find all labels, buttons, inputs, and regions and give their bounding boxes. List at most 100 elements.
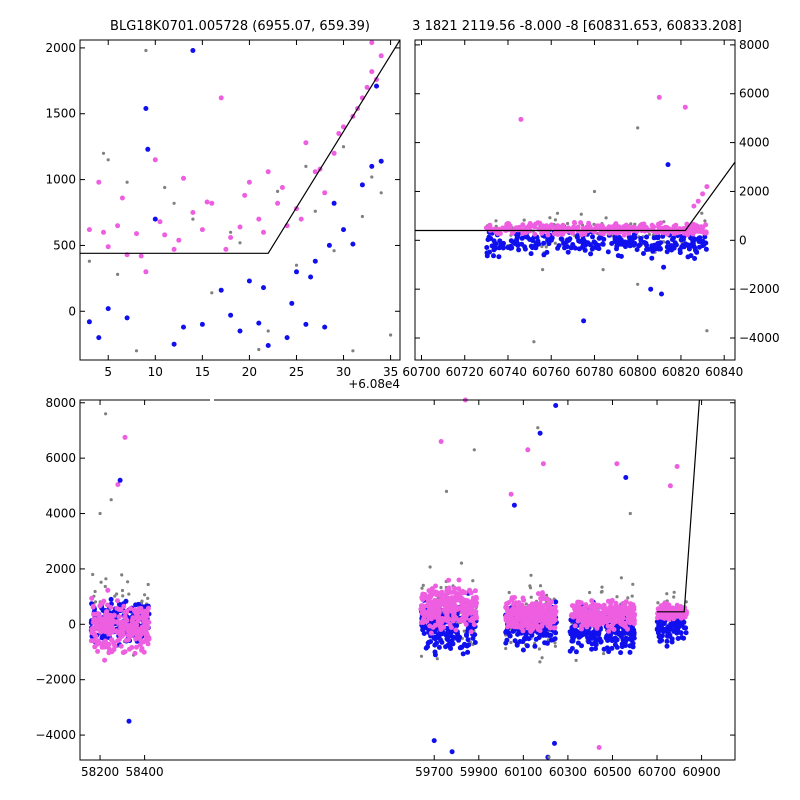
data-point <box>144 631 150 637</box>
data-point <box>597 621 603 627</box>
data-point <box>90 603 96 609</box>
data-point <box>89 626 95 632</box>
data-point <box>98 511 102 516</box>
data-point <box>671 224 677 230</box>
top_left-x-tick-label: 15 <box>195 365 210 379</box>
data-point <box>540 590 545 596</box>
data-point <box>655 630 661 636</box>
data-point <box>427 623 433 629</box>
data-point <box>628 239 634 245</box>
data-point <box>537 604 543 610</box>
data-point <box>472 632 478 638</box>
data-point <box>588 590 592 595</box>
data-point <box>444 489 449 493</box>
data-point <box>261 229 266 235</box>
data-point <box>190 210 196 215</box>
data-point <box>657 246 663 251</box>
data-point <box>132 650 138 656</box>
data-point <box>303 140 309 146</box>
data-point <box>596 637 602 643</box>
data-point <box>596 235 602 241</box>
data-point <box>136 627 142 633</box>
data-point <box>528 612 534 618</box>
data-point <box>578 220 584 226</box>
data-point <box>543 632 549 638</box>
data-point <box>664 643 670 649</box>
data-point <box>601 236 607 242</box>
data-point <box>209 200 215 206</box>
data-point <box>425 599 431 605</box>
data-point <box>304 164 308 168</box>
data-point <box>629 617 635 623</box>
data-point <box>584 624 590 630</box>
data-point <box>454 634 460 640</box>
data-point <box>700 191 706 197</box>
data-point <box>555 211 560 215</box>
data-point <box>541 252 547 258</box>
data-point <box>171 246 177 252</box>
data-point <box>544 610 550 616</box>
data-point <box>450 641 456 647</box>
axis-break-marker <box>210 397 214 403</box>
data-point <box>606 611 612 616</box>
data-point <box>312 169 318 175</box>
data-point <box>456 586 462 592</box>
data-point <box>127 592 131 596</box>
data-point <box>566 221 570 226</box>
data-point <box>580 622 586 627</box>
bottom-x-tick-label: 59900 <box>460 765 498 779</box>
top_left-y-tick-label: 2000 <box>45 41 76 55</box>
data-point <box>115 482 121 487</box>
data-point <box>505 245 511 250</box>
data-point <box>616 225 622 231</box>
data-point <box>626 234 632 240</box>
data-point <box>671 607 677 612</box>
data-point <box>650 248 656 254</box>
data-point <box>634 228 640 234</box>
data-point <box>504 646 508 651</box>
data-point <box>665 592 669 596</box>
data-point <box>378 53 384 59</box>
data-point <box>538 596 544 601</box>
data-point <box>552 636 558 642</box>
data-point <box>517 639 523 644</box>
data-point <box>630 644 636 650</box>
bottom-x-tick-label: 60300 <box>549 765 587 779</box>
data-point <box>419 654 424 658</box>
data-point <box>473 609 479 615</box>
data-point <box>507 590 511 595</box>
data-point <box>649 222 655 228</box>
data-point <box>697 244 702 250</box>
data-point <box>101 598 107 604</box>
data-point <box>683 612 689 617</box>
data-point <box>600 585 604 589</box>
data-point <box>594 625 600 631</box>
data-point <box>574 658 578 663</box>
data-point <box>551 625 557 631</box>
top_right-x-tick-label: 60780 <box>575 365 613 379</box>
data-point <box>516 604 522 610</box>
data-point <box>609 597 615 603</box>
top_right-fit-line <box>415 161 735 232</box>
data-point <box>134 231 139 237</box>
data-point <box>614 246 619 252</box>
data-point <box>266 329 270 333</box>
data-point <box>468 617 474 623</box>
top-left-title: BLG18K0701.005728 (6955.07, 659.39) <box>110 19 370 34</box>
data-point <box>443 603 449 609</box>
data-point <box>604 645 610 651</box>
data-point <box>644 234 650 240</box>
data-point <box>425 644 430 650</box>
data-point <box>560 228 565 234</box>
data-point <box>370 175 374 179</box>
data-point <box>684 221 690 227</box>
data-point <box>106 641 112 647</box>
data-point <box>664 605 670 611</box>
data-point <box>443 644 449 650</box>
data-point <box>614 637 620 643</box>
data-point <box>350 241 356 247</box>
data-point <box>675 612 681 618</box>
data-point <box>360 214 364 219</box>
bottom-y-tick-label: 0 <box>68 617 76 631</box>
